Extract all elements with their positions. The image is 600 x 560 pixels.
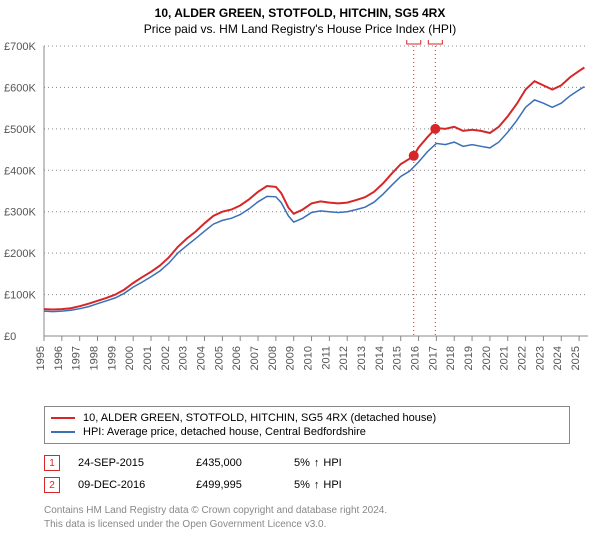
sale-point xyxy=(409,151,419,161)
chart-title: 10, ALDER GREEN, STOTFOLD, HITCHIN, SG5 … xyxy=(0,0,600,20)
sale-diff-pct: 5% xyxy=(294,479,310,491)
arrow-up-icon: ↑ xyxy=(314,457,320,469)
x-tick-label: 2009 xyxy=(285,346,297,370)
x-tick-label: 2018 xyxy=(445,346,457,370)
sale-row: 1 24-SEP-2015 £435,000 5% ↑HPI xyxy=(44,452,570,474)
sale-marker-number: 2 xyxy=(432,40,438,43)
footer-line-1: Contains HM Land Registry data © Crown c… xyxy=(44,504,570,518)
x-tick-label: 2021 xyxy=(499,346,511,370)
x-tick-label: 2014 xyxy=(374,346,386,370)
sale-diff-vs: HPI xyxy=(323,479,341,491)
sales-table: 1 24-SEP-2015 £435,000 5% ↑HPI 2 09-DEC-2016 £4… xyxy=(44,452,570,496)
y-tick-label: £100K xyxy=(4,290,36,302)
x-tick-label: 2001 xyxy=(142,346,154,370)
legend-item: HPI: Average price, detached house, Cent… xyxy=(51,425,563,439)
x-tick-label: 2019 xyxy=(463,346,475,370)
x-tick-label: 2023 xyxy=(534,346,546,370)
x-tick-label: 2006 xyxy=(231,346,243,370)
sale-point xyxy=(430,124,440,134)
x-tick-label: 2000 xyxy=(124,346,136,370)
x-tick-label: 1999 xyxy=(106,346,118,370)
x-tick-label: 1998 xyxy=(89,346,101,370)
chart-subtitle: Price paid vs. HM Land Registry's House … xyxy=(0,20,600,40)
legend-swatch xyxy=(51,431,75,433)
y-tick-label: £400K xyxy=(4,165,36,177)
y-tick-label: £0 xyxy=(4,331,16,343)
x-tick-label: 2005 xyxy=(213,346,225,370)
legend-item: 10, ALDER GREEN, STOTFOLD, HITCHIN, SG5 … xyxy=(51,411,563,425)
sale-row: 2 09-DEC-2016 £499,995 5% ↑HPI xyxy=(44,474,570,496)
x-tick-label: 2012 xyxy=(338,346,350,370)
x-tick-label: 2025 xyxy=(570,346,582,370)
sale-row-marker: 1 xyxy=(44,455,60,471)
series-property xyxy=(44,68,584,310)
arrow-up-icon: ↑ xyxy=(314,479,320,491)
sale-diff-vs: HPI xyxy=(323,457,341,469)
y-tick-label: £300K xyxy=(4,207,36,219)
footer-attribution: Contains HM Land Registry data © Crown c… xyxy=(44,504,570,531)
legend-label: 10, ALDER GREEN, STOTFOLD, HITCHIN, SG5 … xyxy=(83,412,436,424)
x-tick-label: 2011 xyxy=(320,346,332,370)
x-tick-label: 2024 xyxy=(552,346,564,370)
sale-diff: 5% ↑HPI xyxy=(294,457,342,469)
x-tick-label: 2010 xyxy=(303,346,315,370)
x-tick-label: 2004 xyxy=(196,346,208,370)
sale-date: 24-SEP-2015 xyxy=(78,457,178,469)
x-tick-label: 2002 xyxy=(160,346,172,370)
sale-price: £435,000 xyxy=(196,457,276,469)
y-tick-label: £600K xyxy=(4,82,36,94)
sale-date: 09-DEC-2016 xyxy=(78,479,178,491)
chart-plot-area: £0 £100K £200K £300K £400K £500K £600K £700K 199… xyxy=(0,40,600,400)
x-tick-label: 2015 xyxy=(392,346,404,370)
x-tick-label: 2008 xyxy=(267,346,279,370)
sale-row-marker: 2 xyxy=(44,477,60,493)
x-tick-label: 1997 xyxy=(71,346,83,370)
sale-marker-number: 1 xyxy=(411,40,417,43)
x-tick-label: 1996 xyxy=(53,346,65,370)
footer-line-2: This data is licensed under the Open Gov… xyxy=(44,518,570,532)
x-tick-label: 1995 xyxy=(35,346,47,370)
legend-label: HPI: Average price, detached house, Cent… xyxy=(83,426,366,438)
y-tick-label: £700K xyxy=(4,41,36,53)
x-tick-label: 2017 xyxy=(427,346,439,370)
x-tick-label: 2020 xyxy=(481,346,493,370)
chart-svg: £0 £100K £200K £300K £400K £500K £600K £700K 199… xyxy=(0,40,600,400)
y-tick-label: £500K xyxy=(4,124,36,136)
sale-price: £499,995 xyxy=(196,479,276,491)
chart-legend: 10, ALDER GREEN, STOTFOLD, HITCHIN, SG5 … xyxy=(44,406,570,444)
sale-diff-pct: 5% xyxy=(294,457,310,469)
x-tick-label: 2022 xyxy=(517,346,529,370)
sale-diff: 5% ↑HPI xyxy=(294,479,342,491)
y-tick-label: £200K xyxy=(4,248,36,260)
legend-swatch xyxy=(51,417,75,419)
x-tick-label: 2003 xyxy=(178,346,190,370)
x-tick-label: 2016 xyxy=(410,346,422,370)
x-tick-label: 2007 xyxy=(249,346,261,370)
x-tick-label: 2013 xyxy=(356,346,368,370)
